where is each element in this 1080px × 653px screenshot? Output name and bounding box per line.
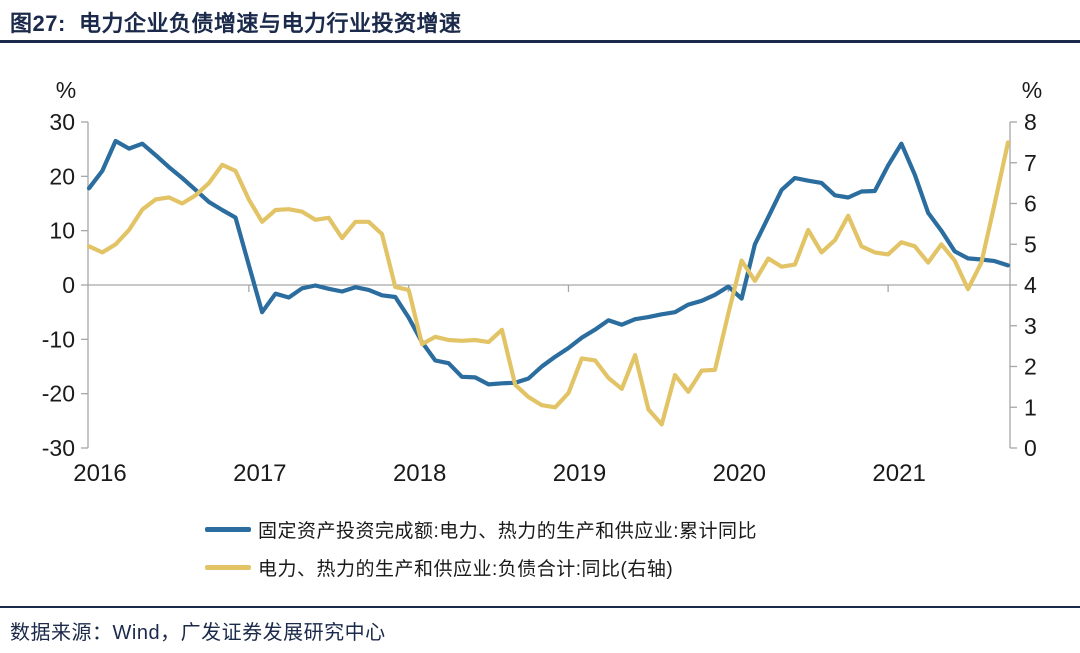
figure-title: 图27: 电力企业负债增速与电力行业投资增速 (10, 11, 462, 36)
left-axis-tick-label: 30 (49, 109, 75, 135)
right-axis-tick-label: 7 (1024, 150, 1037, 176)
series-line-fai-investment (86, 138, 1011, 387)
x-axis-year-label: 2017 (233, 460, 286, 487)
x-axis-year-label: 2018 (393, 460, 446, 487)
legend-swatch-blue-line (205, 527, 251, 532)
left-axis-tick-label: 10 (49, 218, 75, 244)
x-axis-year-label: 2016 (73, 460, 126, 487)
right-axis-tick-label: 4 (1024, 272, 1037, 298)
left-axis-tick-label: 20 (49, 163, 75, 189)
legend-item-fai-investment: 固定资产投资完成额:电力、热力的生产和供应业:累计同比 (205, 516, 757, 543)
right-axis-unit-label: % (1022, 77, 1042, 103)
title-rule (0, 40, 1080, 43)
right-axis-tick-label: 6 (1024, 191, 1037, 217)
legend-item-debt-yoy: 电力、热力的生产和供应业:负债合计:同比(右轴) (205, 554, 757, 581)
chart-legend: 固定资产投资完成额:电力、热力的生产和供应业:累计同比 电力、热力的生产和供应业… (205, 516, 757, 581)
legend-label-debt-yoy: 电力、热力的生产和供应业:负债合计:同比(右轴) (258, 559, 674, 580)
right-axis-tick-label: 5 (1024, 231, 1037, 257)
legend-label-fai-investment: 固定资产投资完成额:电力、热力的生产和供应业:累计同比 (258, 521, 758, 542)
x-axis-year-label: 2019 (553, 460, 606, 487)
left-axis-tick-label: -20 (42, 381, 75, 407)
left-axis-tick-label: -10 (42, 326, 75, 352)
left-axis-unit-label: % (56, 77, 76, 103)
legend-swatch-yellow-line (205, 565, 251, 570)
x-axis-year-label: 2021 (872, 460, 925, 487)
x-axis-year-label: 2020 (713, 460, 766, 487)
series-line-debt-yoy (86, 140, 1011, 427)
right-axis-tick-label: 8 (1024, 109, 1037, 135)
right-axis-tick-label: 3 (1024, 313, 1037, 339)
right-axis-tick-label: 0 (1024, 435, 1037, 461)
left-axis-tick-label: 0 (62, 272, 75, 298)
right-axis-tick-label: 1 (1024, 394, 1037, 420)
right-axis-tick-label: 2 (1024, 354, 1037, 380)
left-axis-tick-label: -30 (42, 435, 75, 461)
data-source-note: 数据来源：Wind，广发证券发展研究中心 (10, 622, 386, 644)
footer-rule (0, 606, 1080, 608)
